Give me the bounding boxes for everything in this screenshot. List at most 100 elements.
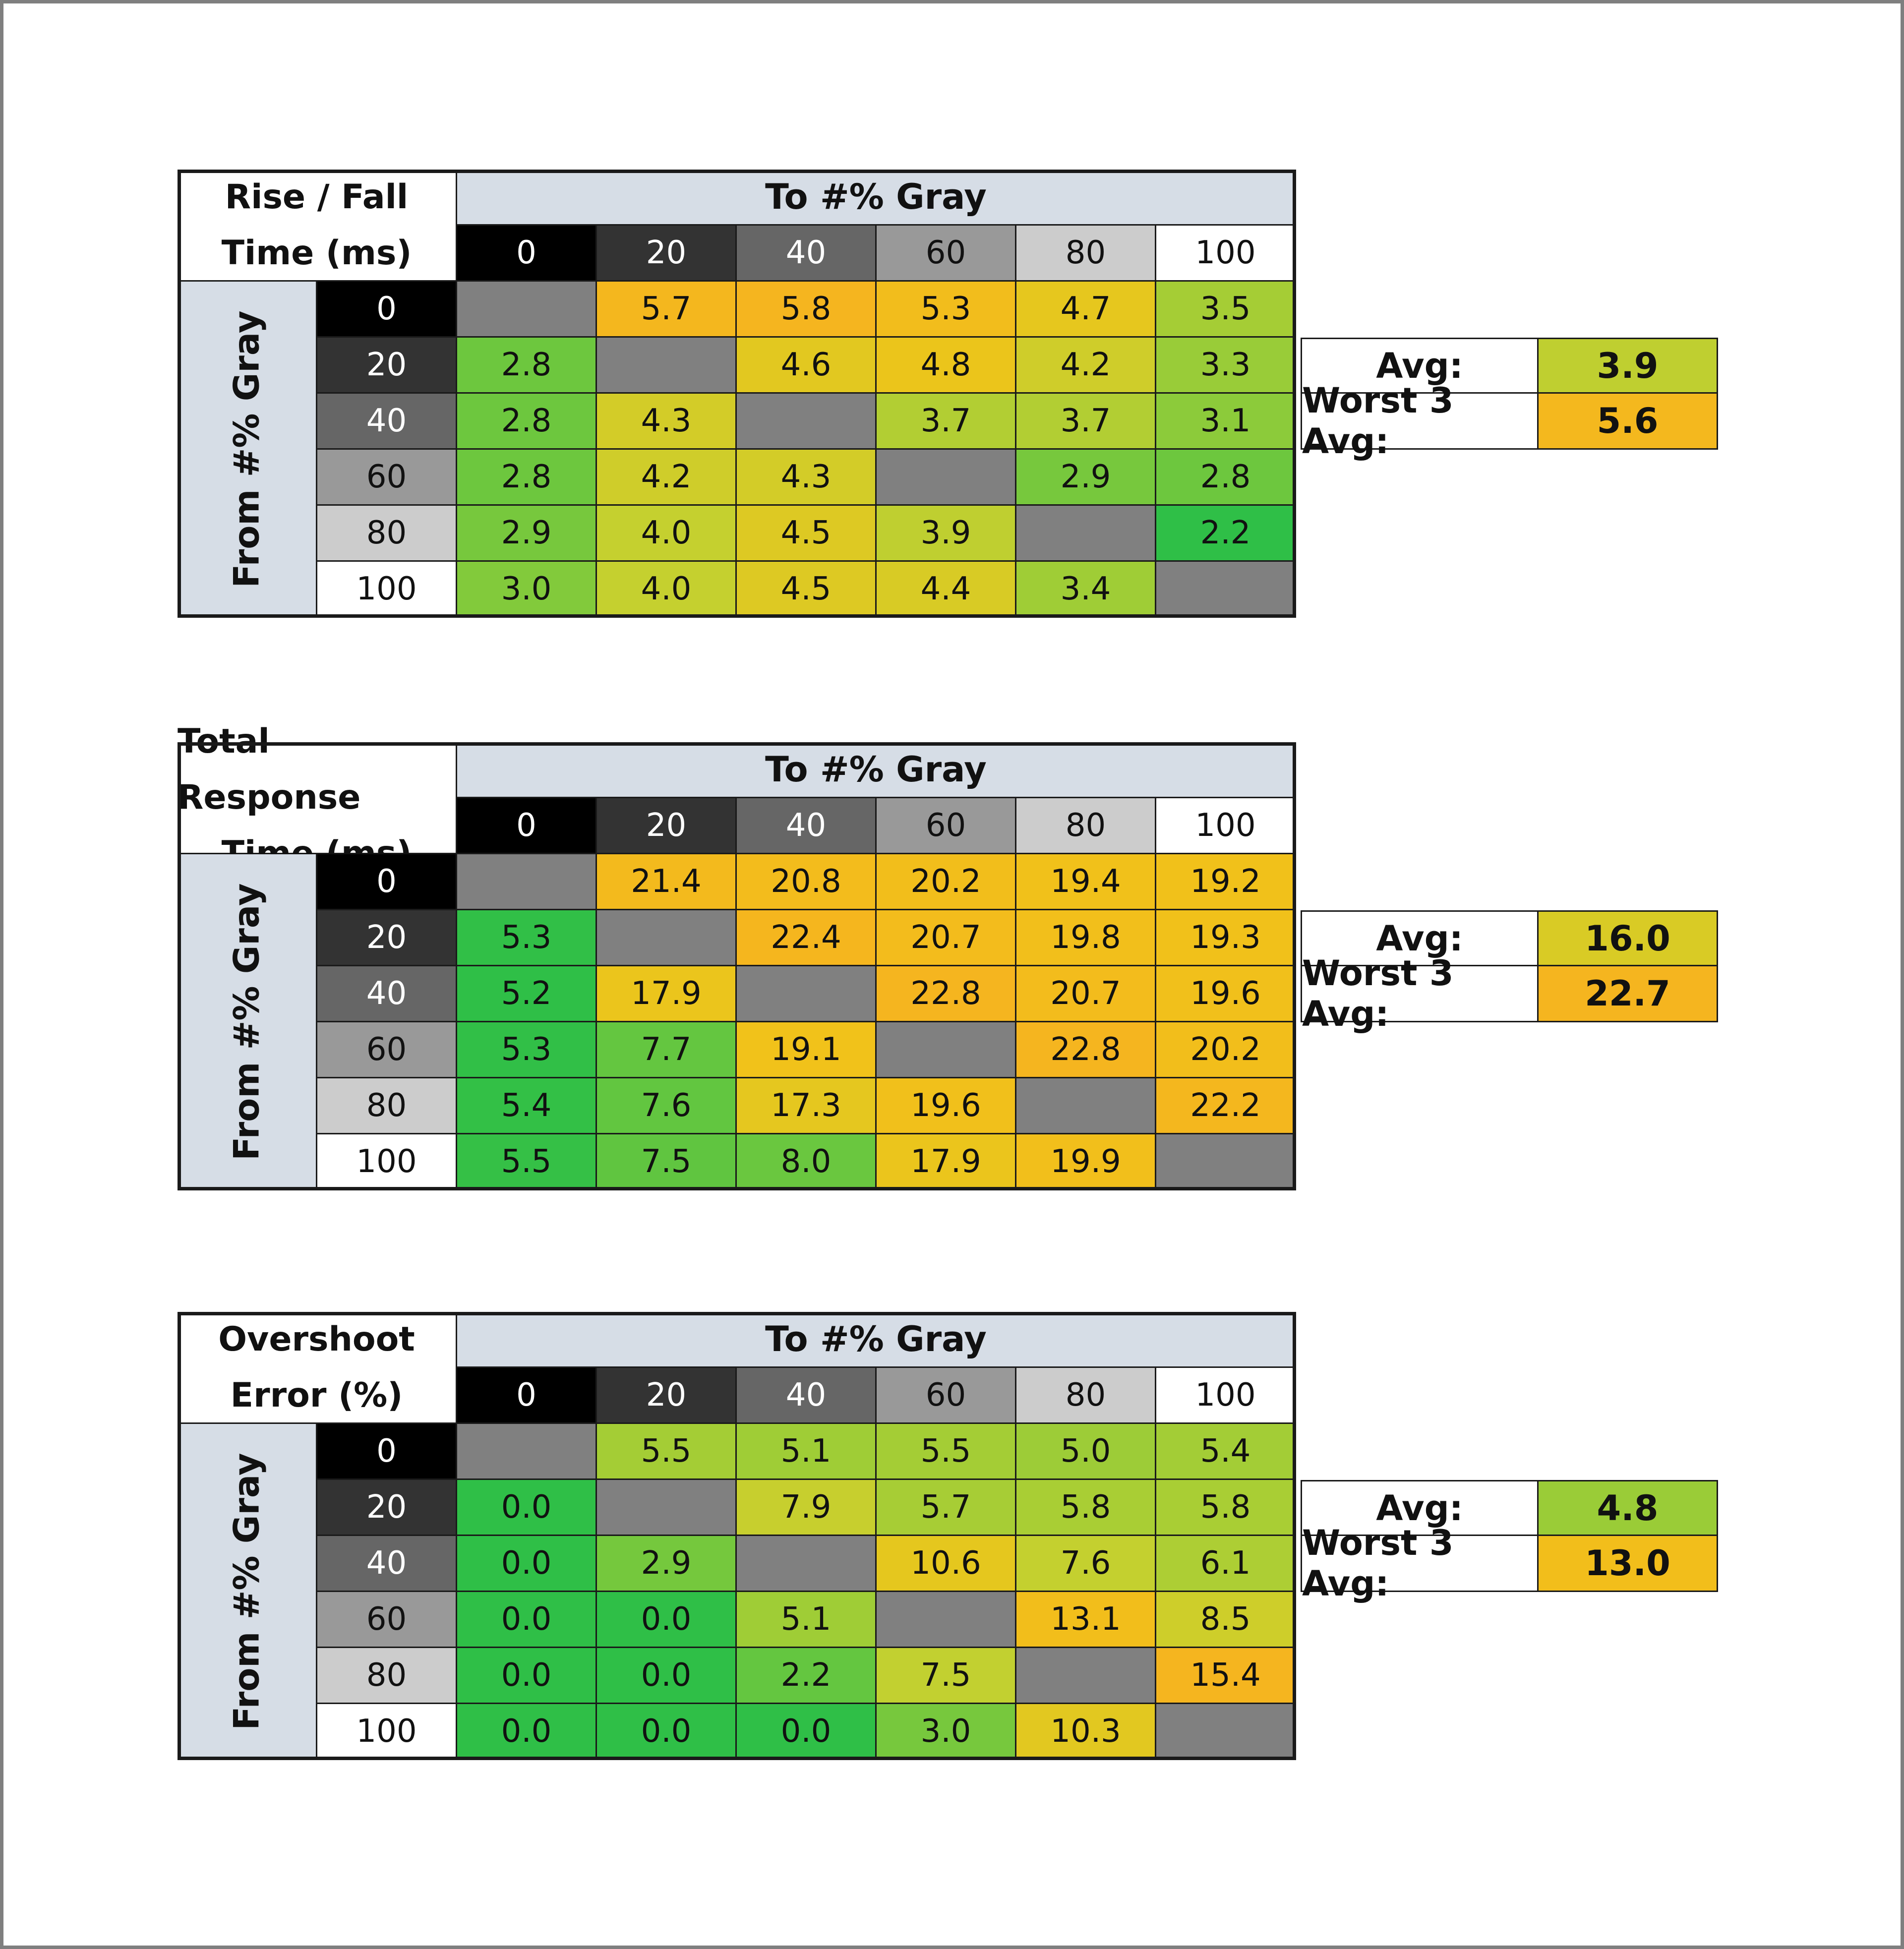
data-cell: 2.9 <box>1016 450 1156 506</box>
table-title: Overshoot Error (%) <box>178 1312 457 1424</box>
row-level-header: 60 <box>317 450 457 506</box>
column-level-header: 100 <box>1156 798 1296 854</box>
data-cell: 4.4 <box>877 562 1016 618</box>
data-cell: 7.6 <box>597 1078 737 1134</box>
diagonal-cell <box>877 450 1016 506</box>
data-cell: 19.6 <box>1156 966 1296 1022</box>
column-level-header: 60 <box>877 1368 1016 1424</box>
data-cell: 7.6 <box>1016 1536 1156 1592</box>
column-level-header: 100 <box>1156 226 1296 282</box>
column-level-header: 80 <box>1016 1368 1156 1424</box>
from-gray-label: From #% Gray <box>226 310 267 588</box>
data-cell: 4.7 <box>1016 282 1156 338</box>
avg-label: Avg: <box>1301 338 1537 394</box>
row-level-header: 20 <box>317 1480 457 1536</box>
row-level-header: 20 <box>317 338 457 394</box>
data-cell: 2.8 <box>457 450 597 506</box>
avg-label: Avg: <box>1301 910 1537 966</box>
data-cell: 5.5 <box>597 1424 737 1480</box>
diagonal-cell <box>877 1022 1016 1078</box>
row-level-header: 100 <box>317 1704 457 1760</box>
row-level-header: 40 <box>317 394 457 450</box>
data-cell: 10.3 <box>1016 1704 1156 1760</box>
worst3-value: 22.7 <box>1537 966 1718 1022</box>
data-cell: 2.9 <box>597 1536 737 1592</box>
diagonal-cell <box>877 1592 1016 1648</box>
data-cell: 5.5 <box>457 1134 597 1190</box>
data-cell: 4.5 <box>737 506 877 562</box>
data-cell: 17.9 <box>597 966 737 1022</box>
data-cell: 22.8 <box>877 966 1016 1022</box>
data-cell: 2.2 <box>737 1648 877 1704</box>
table-title: Total Response Time (ms) <box>178 722 457 873</box>
data-cell: 20.7 <box>877 910 1016 966</box>
data-cell: 0.0 <box>457 1648 597 1704</box>
row-level-header: 80 <box>317 1648 457 1704</box>
data-cell: 7.5 <box>877 1648 1016 1704</box>
data-cell: 13.1 <box>1016 1592 1156 1648</box>
row-level-header: 0 <box>317 282 457 338</box>
data-cell: 5.3 <box>457 1022 597 1078</box>
data-cell: 4.2 <box>597 450 737 506</box>
data-cell: 0.0 <box>457 1592 597 1648</box>
column-level-header: 40 <box>737 1368 877 1424</box>
from-gray-header: From #% Gray <box>178 1424 317 1760</box>
diagonal-cell <box>1016 506 1156 562</box>
column-level-header: 60 <box>877 798 1016 854</box>
to-gray-header: To #% Gray <box>457 1312 1296 1368</box>
worst3-label: Worst 3 Avg: <box>1301 953 1537 1034</box>
row-level-header: 20 <box>317 910 457 966</box>
data-cell: 4.8 <box>877 338 1016 394</box>
avg-value: 3.9 <box>1537 338 1718 394</box>
column-level-header: 20 <box>597 798 737 854</box>
column-level-header: 20 <box>597 1368 737 1424</box>
row-level-header: 40 <box>317 1536 457 1592</box>
diagonal-cell <box>737 394 877 450</box>
data-cell: 2.9 <box>457 506 597 562</box>
table-title-line: Rise / Fall <box>225 177 409 217</box>
data-cell: 5.8 <box>1156 1480 1296 1536</box>
data-cell: 19.4 <box>1016 854 1156 910</box>
row-level-header: 100 <box>317 1134 457 1190</box>
avg-value: 4.8 <box>1537 1480 1718 1536</box>
data-cell: 3.9 <box>877 506 1016 562</box>
data-cell: 3.7 <box>877 394 1016 450</box>
data-cell: 17.9 <box>877 1134 1016 1190</box>
diagonal-cell <box>1156 562 1296 618</box>
column-level-header: 80 <box>1016 798 1156 854</box>
data-cell: 2.8 <box>457 338 597 394</box>
data-cell: 3.5 <box>1156 282 1296 338</box>
diagonal-cell <box>457 282 597 338</box>
diagonal-cell <box>597 1480 737 1536</box>
data-cell: 8.5 <box>1156 1592 1296 1648</box>
worst3-label: Worst 3 Avg: <box>1301 380 1537 462</box>
data-cell: 5.2 <box>457 966 597 1022</box>
data-cell: 21.4 <box>597 854 737 910</box>
to-gray-header: To #% Gray <box>457 742 1296 798</box>
data-cell: 4.0 <box>597 506 737 562</box>
diagonal-cell <box>1156 1704 1296 1760</box>
data-cell: 5.8 <box>737 282 877 338</box>
data-cell: 19.2 <box>1156 854 1296 910</box>
column-level-header: 40 <box>737 226 877 282</box>
table-title-line: Total Response <box>178 722 361 817</box>
data-cell: 22.4 <box>737 910 877 966</box>
diagonal-cell <box>1016 1078 1156 1134</box>
data-cell: 22.8 <box>1016 1022 1156 1078</box>
data-cell: 4.0 <box>597 562 737 618</box>
diagonal-cell <box>1016 1648 1156 1704</box>
row-level-header: 80 <box>317 1078 457 1134</box>
data-cell: 5.4 <box>457 1078 597 1134</box>
data-cell: 2.8 <box>1156 450 1296 506</box>
data-cell: 5.1 <box>737 1424 877 1480</box>
worst3-value: 5.6 <box>1537 394 1718 450</box>
data-cell: 0.0 <box>597 1648 737 1704</box>
data-cell: 10.6 <box>877 1536 1016 1592</box>
from-gray-label: From #% Gray <box>226 883 267 1161</box>
table-title: Rise / Fall Time (ms) <box>178 170 457 282</box>
data-cell: 7.9 <box>737 1480 877 1536</box>
data-cell: 5.7 <box>877 1480 1016 1536</box>
data-cell: 5.5 <box>877 1424 1016 1480</box>
data-cell: 3.0 <box>877 1704 1016 1760</box>
data-cell: 0.0 <box>737 1704 877 1760</box>
